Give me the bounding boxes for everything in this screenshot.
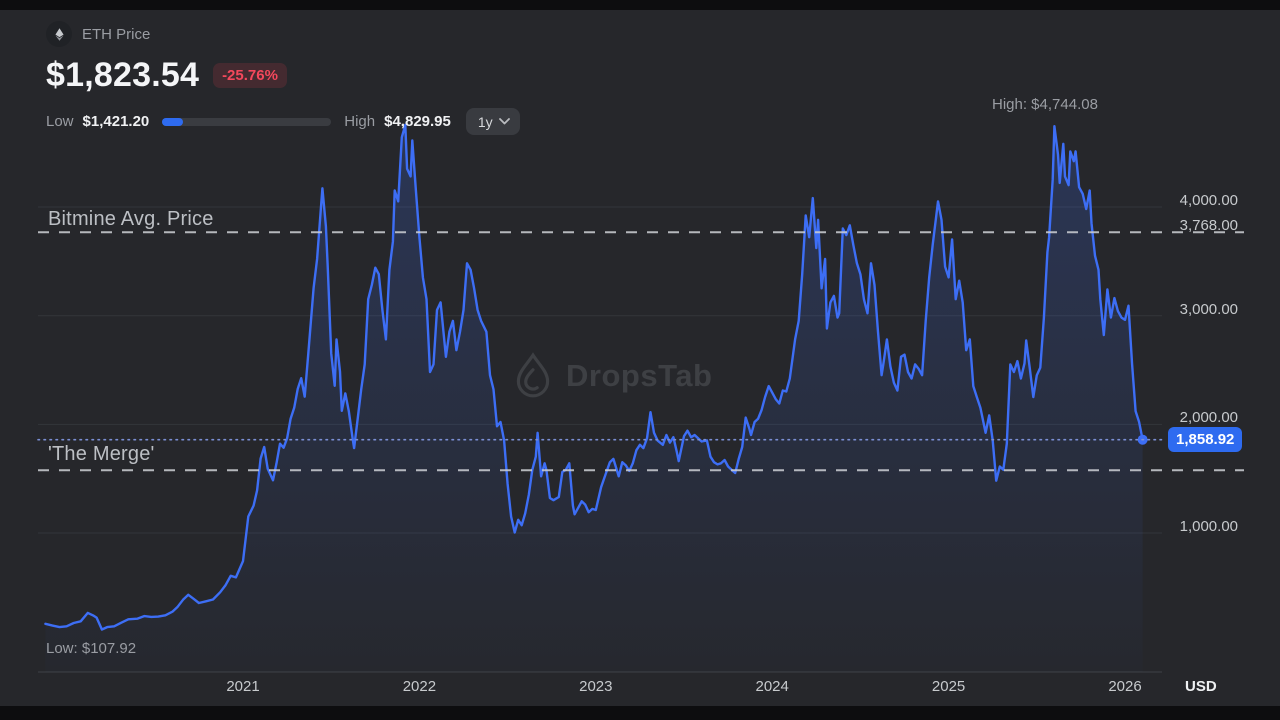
timeframe-value: 1y — [477, 113, 493, 130]
current-price-badge: 1,858.92 — [1168, 426, 1243, 452]
price-series — [44, 123, 1148, 672]
timeframe-dropdown[interactable]: 1y — [465, 108, 520, 135]
price-range-slider-fill — [162, 117, 183, 126]
top-letterbox-bar — [0, 0, 1280, 10]
x-tick-label: 2023 — [579, 678, 613, 695]
x-tick-label: 2022 — [402, 678, 437, 695]
range-low-label: Low — [46, 113, 74, 130]
chevron-down-icon — [498, 118, 510, 125]
y-tick-label: 1,000.00 — [1179, 518, 1238, 536]
bitmine-avg-price-label: Bitmine Avg. Price — [48, 208, 214, 230]
range-high-label: High — [344, 113, 376, 130]
y-tick-label: 3,768.00 — [1179, 217, 1238, 235]
the-merge-label: 'The Merge' — [48, 443, 155, 465]
chart-header: ETH Price $1,823.54 -25.76% Low $1,421.2… — [46, 20, 520, 135]
currency-label: USD — [1185, 678, 1217, 695]
price-change-badge: -25.76% — [213, 63, 287, 88]
reference-lines — [37, 231, 1244, 472]
droplet-icon — [516, 352, 550, 398]
current-price: $1,823.54 — [46, 56, 200, 94]
y-tick-label: 4,000.00 — [1179, 192, 1238, 210]
x-tick-label: 2025 — [931, 678, 966, 695]
dropstab-watermark: DropsTab — [512, 352, 712, 400]
x-tick-label: 2021 — [226, 678, 260, 695]
price-range-slider — [162, 117, 332, 126]
range-low-value: $1,421.20 — [82, 113, 150, 130]
range-high-value: $4,829.95 — [384, 113, 451, 130]
high-annotation: High: $4,744.08 — [992, 96, 1098, 113]
x-tick-label: 2026 — [1108, 678, 1142, 695]
x-tick-label: 2024 — [755, 678, 789, 695]
low-annotation: Low: $107.92 — [46, 640, 137, 657]
watermark-text: DropsTab — [566, 358, 713, 393]
bottom-letterbox-bar — [0, 706, 1280, 720]
y-tick-label: 2,000.00 — [1179, 409, 1238, 427]
eth-logo-icon — [46, 21, 72, 47]
y-tick-label: 3,000.00 — [1179, 300, 1238, 318]
asset-title: ETH Price — [82, 25, 151, 43]
